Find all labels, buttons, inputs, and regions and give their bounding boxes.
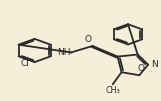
Text: Cl: Cl bbox=[21, 59, 30, 68]
Text: NH: NH bbox=[57, 47, 71, 57]
Text: N: N bbox=[151, 60, 158, 69]
Text: O: O bbox=[137, 64, 144, 73]
Text: CH₃: CH₃ bbox=[105, 86, 120, 95]
Text: O: O bbox=[85, 35, 92, 44]
